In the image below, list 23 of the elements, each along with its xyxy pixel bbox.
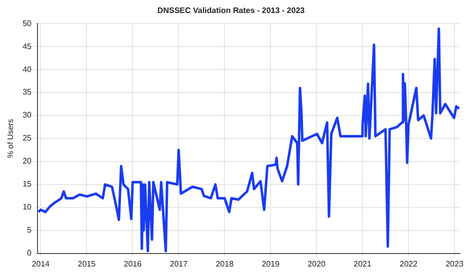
chart-title: DNSSEC Validation Rates - 2013 - 2023: [157, 6, 306, 16]
x-tick-label: 2015: [78, 259, 96, 268]
x-tick-label: 2021: [354, 259, 372, 268]
x-tick-label: 2018: [216, 259, 234, 268]
x-tick-label: 2022: [400, 259, 418, 268]
y-tick-label: 45: [22, 42, 32, 51]
y-tick-label: 50: [22, 18, 32, 28]
x-tick-label: 2019: [262, 259, 280, 268]
x-tick-label: 2023: [446, 259, 464, 268]
y-tick-label: 20: [22, 156, 32, 166]
y-axis-title: % of Users: [6, 118, 16, 158]
x-tick-label: 2020: [308, 259, 326, 268]
y-tick-label: 15: [22, 180, 32, 189]
y-tick-label: 10: [22, 202, 32, 212]
x-tick-label: 2017: [170, 259, 188, 268]
y-tick-label: 40: [22, 64, 32, 74]
y-tick-label: 5: [27, 226, 32, 235]
y-tick-label: 25: [22, 134, 32, 143]
y-tick-label: 0: [27, 248, 32, 258]
y-tick-label: 30: [22, 110, 32, 120]
x-tick-label: 2014: [32, 259, 50, 268]
y-tick-label: 35: [22, 88, 32, 97]
x-tick-label: 2016: [124, 259, 142, 268]
